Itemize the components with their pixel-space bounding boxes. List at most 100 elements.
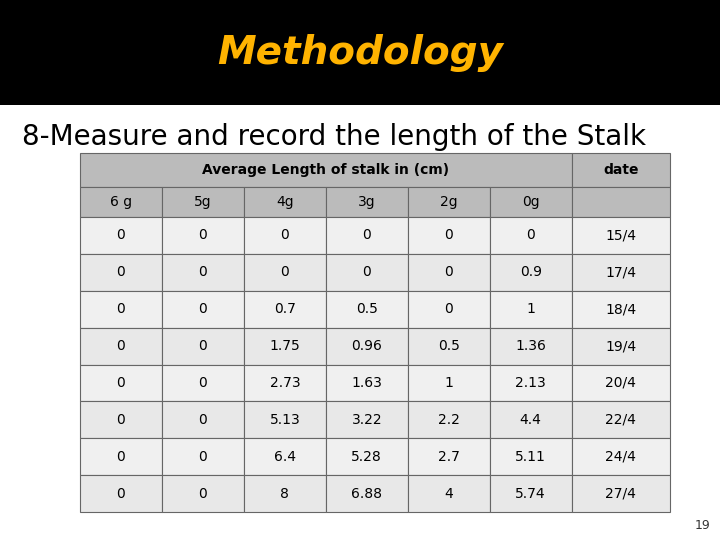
Bar — [490, 475, 572, 512]
Bar — [326, 291, 408, 328]
Bar — [326, 217, 408, 254]
Text: 18/4: 18/4 — [606, 302, 636, 316]
Bar — [244, 187, 326, 217]
Text: 0: 0 — [117, 413, 125, 427]
Text: 0.5: 0.5 — [356, 302, 378, 316]
Text: 2.2: 2.2 — [438, 413, 459, 427]
Bar — [408, 217, 490, 254]
Bar — [80, 291, 162, 328]
Text: 2.13: 2.13 — [516, 376, 546, 390]
Text: 5.11: 5.11 — [516, 450, 546, 464]
Text: 0.5: 0.5 — [438, 339, 459, 353]
Bar — [490, 401, 572, 438]
Text: 0: 0 — [444, 302, 453, 316]
Bar — [408, 187, 490, 217]
Bar — [490, 254, 572, 291]
Text: 4.4: 4.4 — [520, 413, 541, 427]
Bar — [162, 438, 244, 475]
Text: 3g: 3g — [358, 195, 376, 209]
Bar — [572, 475, 670, 512]
Bar — [80, 153, 572, 187]
Text: 4: 4 — [444, 487, 453, 501]
Bar — [162, 401, 244, 438]
Text: 0: 0 — [117, 376, 125, 390]
Text: 8: 8 — [280, 487, 289, 501]
Text: Average Length of stalk in (cm): Average Length of stalk in (cm) — [202, 163, 449, 177]
Bar — [572, 291, 670, 328]
Bar — [80, 475, 162, 512]
Bar — [326, 328, 408, 364]
Text: 3.22: 3.22 — [351, 413, 382, 427]
Text: 0.96: 0.96 — [351, 339, 382, 353]
Bar — [326, 475, 408, 512]
Text: 0: 0 — [199, 487, 207, 501]
Bar — [244, 254, 326, 291]
Text: 2g: 2g — [440, 195, 458, 209]
Text: 1: 1 — [526, 302, 535, 316]
Text: 5.74: 5.74 — [516, 487, 546, 501]
Text: 5.28: 5.28 — [351, 450, 382, 464]
Text: 6 g: 6 g — [110, 195, 132, 209]
Bar — [162, 254, 244, 291]
Text: 0: 0 — [199, 413, 207, 427]
Text: 0: 0 — [117, 265, 125, 279]
Bar — [244, 401, 326, 438]
Text: 0: 0 — [117, 487, 125, 501]
Bar — [80, 254, 162, 291]
Text: 0: 0 — [117, 339, 125, 353]
Text: 22/4: 22/4 — [606, 413, 636, 427]
Text: 19: 19 — [694, 519, 710, 532]
Text: 20/4: 20/4 — [606, 376, 636, 390]
Text: 1: 1 — [444, 376, 453, 390]
Bar — [572, 254, 670, 291]
Bar — [162, 187, 244, 217]
Text: date: date — [603, 163, 639, 177]
Bar — [572, 438, 670, 475]
Bar — [0, 0, 720, 105]
Bar — [162, 217, 244, 254]
Bar — [572, 401, 670, 438]
Bar — [408, 475, 490, 512]
Text: Methodology: Methodology — [217, 33, 503, 71]
Bar — [572, 187, 670, 217]
Text: 0: 0 — [117, 450, 125, 464]
Text: 5g: 5g — [194, 195, 212, 209]
Text: 0.7: 0.7 — [274, 302, 296, 316]
Bar — [572, 217, 670, 254]
Text: 24/4: 24/4 — [606, 450, 636, 464]
Text: 4g: 4g — [276, 195, 294, 209]
Text: 6.4: 6.4 — [274, 450, 296, 464]
Bar — [572, 364, 670, 401]
Bar — [572, 328, 670, 364]
Bar — [80, 217, 162, 254]
Bar — [80, 364, 162, 401]
Text: 19/4: 19/4 — [606, 339, 636, 353]
Bar — [326, 254, 408, 291]
Bar — [244, 291, 326, 328]
Text: 5.13: 5.13 — [269, 413, 300, 427]
Bar — [326, 187, 408, 217]
Text: 0: 0 — [526, 228, 535, 242]
Bar — [244, 217, 326, 254]
Bar — [244, 475, 326, 512]
Bar — [80, 401, 162, 438]
Text: 17/4: 17/4 — [606, 265, 636, 279]
Bar — [326, 401, 408, 438]
Text: 0: 0 — [199, 302, 207, 316]
Text: 0: 0 — [199, 228, 207, 242]
Text: 0: 0 — [199, 339, 207, 353]
Text: 1.36: 1.36 — [516, 339, 546, 353]
Text: 0: 0 — [281, 228, 289, 242]
Bar — [408, 438, 490, 475]
Bar — [408, 254, 490, 291]
Bar — [490, 187, 572, 217]
Text: 8-Measure and record the length of the Stalk: 8-Measure and record the length of the S… — [22, 123, 646, 151]
Bar — [162, 328, 244, 364]
Text: 2.7: 2.7 — [438, 450, 459, 464]
Text: 0: 0 — [362, 228, 372, 242]
Bar — [162, 475, 244, 512]
Bar — [326, 438, 408, 475]
Bar — [408, 328, 490, 364]
Bar — [244, 328, 326, 364]
Bar — [80, 187, 162, 217]
